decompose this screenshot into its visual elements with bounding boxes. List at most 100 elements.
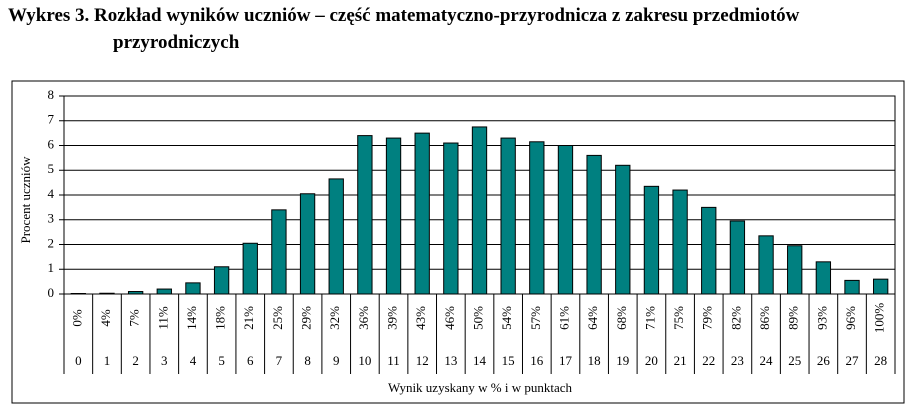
x-tick-label: 0% [69,309,84,327]
x-tick-label: 57% [528,306,543,330]
x-tick-label: 50% [470,306,485,330]
x-tick-label: 96% [843,306,858,330]
bar [213,266,230,295]
x-tick-points: 0 [75,353,82,368]
x-tick-points: 15 [502,353,515,368]
x-tick-label: 36% [356,306,371,330]
x-tick-label: 14% [184,306,199,330]
x-tick-points: 4 [190,353,197,368]
x-tick-label: 89% [786,306,801,330]
x-tick-points: 20 [645,353,658,368]
x-tick-points: 11 [387,353,400,368]
x-tick-points: 3 [161,353,168,368]
x-tick-label: 100% [872,303,887,334]
bar [471,126,488,295]
chart-title: Wykres 3. Rozkład wyników uczniów – częś… [8,5,800,53]
x-tick-points: 14 [473,353,487,368]
x-tick-points: 23 [731,353,744,368]
y-tick-label: 8 [48,87,55,102]
y-tick-label: 1 [48,260,55,275]
x-tick-label: 18% [213,306,228,330]
x-tick-points: 22 [702,353,715,368]
bar [758,235,774,295]
x-tick-points: 12 [416,353,429,368]
x-tick-points: 5 [218,353,225,368]
x-tick-points: 1 [104,353,111,368]
bar [586,154,602,295]
bar [643,185,660,295]
x-tick-label: 75% [671,306,686,330]
x-tick-points: 27 [846,353,860,368]
bar [242,242,258,295]
y-axis-title: Procent uczniów [18,156,33,244]
x-tick-label: 7% [127,309,142,327]
x-tick-label: 86% [757,306,772,330]
x-tick-points: 26 [817,353,831,368]
x-tick-label: 43% [413,306,428,330]
bar [873,278,889,295]
bar [672,189,688,295]
x-tick-points: 8 [304,353,311,368]
bar [127,291,144,295]
x-tick-label: 29% [299,306,314,330]
bar [500,137,516,295]
x-tick-label: 82% [728,306,743,330]
bar [299,193,316,295]
x-tick-label: 68% [614,306,629,330]
x-tick-label: 4% [98,309,113,327]
bar [815,261,832,295]
x-tick-points: 19 [616,353,629,368]
bar [357,135,373,295]
bar [271,209,287,295]
bar [328,178,344,295]
x-tick-label: 64% [585,306,600,330]
bar [787,245,803,295]
x-tick-points: 16 [530,353,544,368]
y-tick-label: 6 [48,136,55,151]
bar [156,288,172,295]
x-tick-label: 54% [499,306,514,330]
bar [557,145,574,295]
y-tick-label: 7 [48,112,55,127]
bar [615,164,631,295]
x-axis-title: Wynik uzyskany w % i w punktach [388,380,573,395]
x-tick-label: 71% [642,306,657,330]
x-tick-label: 32% [327,306,342,330]
bar [385,137,402,295]
x-tick-points: 25 [788,353,801,368]
bar [185,282,201,295]
x-tick-label: 79% [700,306,715,330]
x-tick-label: 21% [241,306,256,330]
x-tick-label: 46% [442,306,457,330]
x-tick-label: 61% [556,306,571,330]
x-tick-points: 13 [444,353,457,368]
x-tick-points: 17 [559,353,573,368]
x-tick-label: 39% [385,306,400,330]
x-tick-label: 25% [270,306,285,330]
bar [844,279,860,295]
x-tick-points: 2 [132,353,139,368]
x-tick-points: 6 [247,353,254,368]
x-tick-points: 21 [674,353,687,368]
x-tick-points: 24 [760,353,774,368]
bar [529,141,545,295]
bar [443,142,459,295]
x-tick-points: 28 [874,353,887,368]
x-tick-points: 7 [276,353,283,368]
x-tick-points: 18 [588,353,601,368]
x-tick-label: 93% [814,306,829,330]
x-tick-points: 9 [333,353,340,368]
bar [99,292,115,295]
bar [414,132,430,295]
y-tick-label: 0 [48,285,55,300]
y-tick-label: 5 [48,161,55,176]
y-tick-label: 3 [48,211,55,226]
y-tick-label: 4 [48,186,55,201]
x-tick-points: 10 [358,353,371,368]
y-tick-label: 2 [48,235,55,250]
x-tick-label: 11% [155,306,170,330]
chart-frame [11,80,905,404]
bar [701,206,717,295]
